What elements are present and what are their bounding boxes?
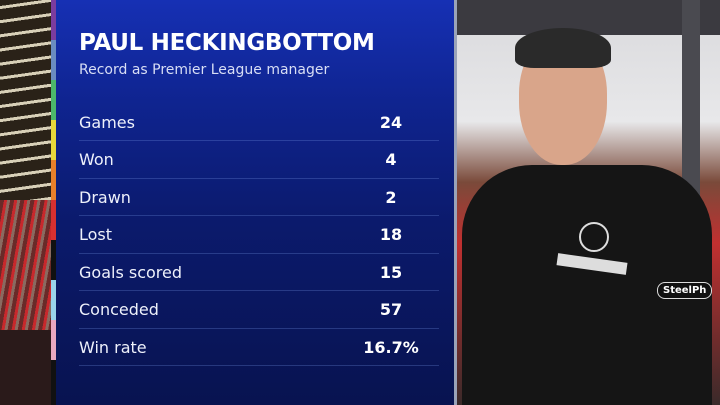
strip-segment xyxy=(51,160,56,200)
stat-label: Goals scored xyxy=(79,262,183,282)
strip-segment xyxy=(51,320,56,360)
stat-value: 18 xyxy=(379,225,403,244)
sponsor-logo: SteelPh xyxy=(657,282,713,299)
stat-label: Conceded xyxy=(79,300,159,319)
stat-row: Win rate 16.7% xyxy=(79,329,439,366)
strip-segment xyxy=(51,0,56,40)
manager-photo: SteelPh xyxy=(457,0,720,405)
stat-label: Won xyxy=(79,150,114,169)
stat-label: Lost xyxy=(79,225,113,244)
stat-row: Drawn 2 xyxy=(79,179,439,216)
stat-row: Games 24 xyxy=(79,104,439,141)
stat-value: 24 xyxy=(379,112,403,132)
stat-row: Won 4 xyxy=(79,142,439,179)
stat-row: Lost 18 xyxy=(79,217,439,254)
stats-panel: PAUL HECKINGBOTTOM Record as Premier Lea… xyxy=(56,0,457,405)
stat-row: Goals scored 15 xyxy=(79,254,439,291)
stat-value: 15 xyxy=(379,262,403,282)
stat-value: 4 xyxy=(385,150,397,169)
stat-label: Games xyxy=(79,112,135,132)
stat-value: 57 xyxy=(379,300,403,319)
color-strip xyxy=(51,0,56,405)
strip-segment xyxy=(51,280,56,320)
stat-value: 2 xyxy=(385,187,397,207)
strip-segment xyxy=(51,120,56,160)
stat-row: Conceded 57 xyxy=(79,292,439,329)
subtitle: Record as Premier League manager xyxy=(79,62,330,78)
strip-segment xyxy=(51,40,56,80)
stadium-background xyxy=(0,0,51,405)
strip-segment xyxy=(51,80,56,120)
stat-label: Drawn xyxy=(79,187,131,207)
club-badge-icon xyxy=(579,222,609,252)
stat-value: 16.7% xyxy=(363,337,419,357)
page-title: PAUL HECKINGBOTTOM xyxy=(79,30,375,56)
strip-segment xyxy=(51,200,56,240)
stat-label: Win rate xyxy=(79,337,147,357)
